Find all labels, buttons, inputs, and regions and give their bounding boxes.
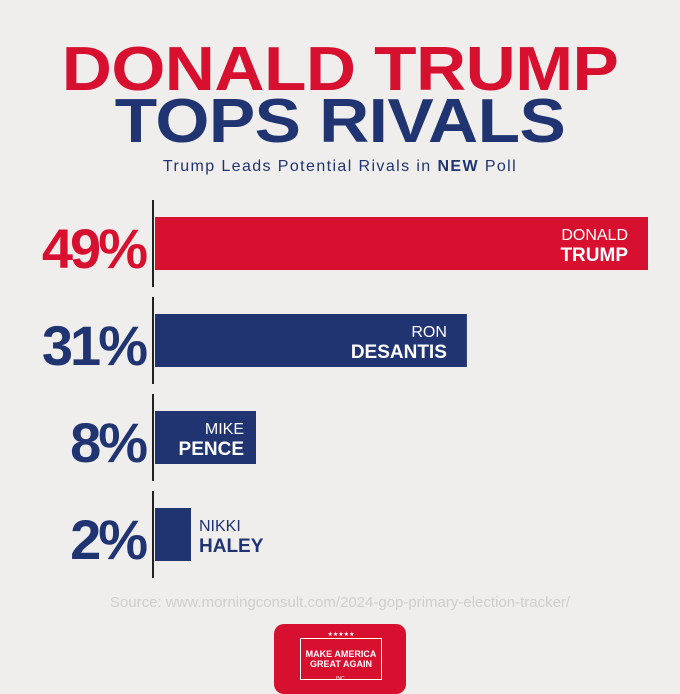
bar-pence	[155, 411, 256, 464]
maga-logo: ★★★★★ MAKE AMERICA GREAT AGAIN INC.	[274, 624, 406, 694]
bar-first-name: NIKKI	[199, 518, 241, 535]
bar-last-name: TRUMP	[560, 245, 628, 266]
source-note: Source: www.morningconsult.com/2024-gop-…	[109, 594, 571, 611]
title-line-1: DONALD TRUMP	[61, 35, 619, 104]
value-label: 49%	[42, 217, 147, 280]
subtitle-text: Trump Leads Potential Rivals in	[162, 158, 438, 175]
logo-inc: INC.	[336, 676, 346, 682]
logo-stars: ★★★★★	[327, 632, 355, 638]
bar-first-name: MIKE	[205, 421, 244, 438]
bar-first-name: DONALD	[561, 227, 628, 244]
bar-first-name: RON	[411, 324, 447, 341]
subtitle-text-end: Poll	[478, 158, 518, 175]
logo-frame: MAKE AMERICA GREAT AGAIN	[300, 638, 382, 680]
value-label: 8%	[70, 411, 147, 474]
value-label: 31%	[42, 314, 147, 377]
bar-desantis	[155, 314, 467, 367]
bar-last-name: PENCE	[179, 439, 244, 460]
subtitle: Trump Leads Potential Rivals in NEW Poll	[0, 158, 680, 176]
logo-line-1: MAKE AMERICA	[305, 649, 377, 659]
title-line-2: TOPS RIVALS	[114, 87, 566, 156]
logo-line-2: GREAT AGAIN	[310, 659, 372, 669]
subtitle-bold: NEW	[437, 158, 479, 175]
bar-haley	[155, 508, 191, 561]
bar-last-name: HALEY	[199, 536, 264, 557]
value-label: 2%	[70, 508, 147, 571]
bar-trump	[155, 217, 648, 270]
bar-last-name: DESANTIS	[351, 342, 447, 363]
